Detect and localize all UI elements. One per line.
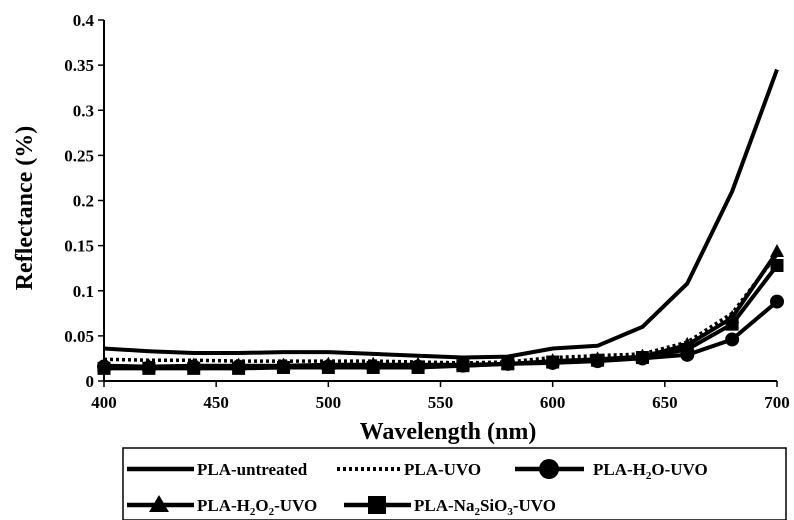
y-tick-label: 0.4 — [73, 11, 95, 30]
y-tick-label: 0.25 — [64, 146, 94, 165]
data-point-square — [187, 361, 201, 375]
legend-label-na2sio3-uvo: PLA-Na2SiO3-UVO — [414, 496, 556, 518]
y-tick-label: 0.15 — [64, 237, 94, 256]
x-tick-label: 550 — [428, 393, 454, 412]
series-4 — [97, 258, 784, 375]
series-line — [103, 250, 779, 369]
legend-box — [122, 447, 787, 520]
data-point-square — [321, 360, 335, 374]
series-line — [103, 253, 779, 365]
data-point-square — [591, 353, 605, 367]
data-point-square — [276, 360, 290, 374]
data-point-square — [546, 355, 560, 369]
data-point-square — [97, 361, 111, 375]
data-point-square — [232, 361, 246, 375]
data-point-square — [725, 317, 739, 331]
data-point-triangle — [770, 243, 784, 257]
x-tick-label: 500 — [316, 393, 342, 412]
legend-marker-triangle — [149, 495, 169, 512]
legend-label-untreated: PLA-untreated — [197, 460, 308, 479]
data-point-square — [366, 360, 380, 374]
legend-label-h2o-uvo: PLA-H2O-UVO — [593, 460, 708, 482]
legend-marker-square — [368, 496, 386, 514]
x-tick-label: 400 — [91, 393, 117, 412]
data-point-square — [635, 351, 649, 365]
x-tick-label: 650 — [652, 393, 678, 412]
y-tick-label: 0 — [86, 372, 95, 391]
data-point-square — [770, 258, 784, 272]
data-point-square — [501, 357, 515, 371]
data-point-circle — [725, 332, 740, 347]
y-tick-label: 0.3 — [73, 101, 94, 120]
y-tick-label: 0.2 — [73, 192, 94, 211]
axes: 0 0.05 0.1 0.15 0.2 0.25 0.3 0.35 0.4 400 450 500 55… — [64, 11, 790, 412]
series-line — [103, 68, 779, 360]
data-point-square — [411, 360, 425, 374]
series-0 — [103, 68, 779, 360]
legend-marker-circle — [539, 459, 559, 479]
data-point-square — [456, 359, 470, 373]
legend: PLA-untreated PLA-UVO PLA-H2O-UVO PLA-H2… — [122, 447, 787, 520]
y-tick-label: 0.05 — [64, 327, 94, 346]
data-point-square — [680, 342, 694, 356]
data-point-square — [142, 361, 156, 375]
data-point-circle — [770, 294, 784, 309]
y-axis-title: Reflectance (%) — [12, 126, 38, 291]
y-tick-label: 0.35 — [64, 56, 94, 75]
x-tick-label: 450 — [203, 393, 229, 412]
series-layer — [97, 68, 784, 375]
series-line — [104, 264, 779, 371]
series-1 — [103, 253, 779, 365]
legend-label-h2o2-uvo: PLA-H2O2-UVO — [197, 496, 317, 518]
x-tick-label: 600 — [540, 393, 566, 412]
y-tick-label: 0.1 — [73, 282, 94, 301]
x-tick-label: 700 — [764, 393, 790, 412]
legend-label-uvo: PLA-UVO — [404, 460, 481, 479]
x-axis-title: Wavelength (nm) — [360, 419, 537, 445]
